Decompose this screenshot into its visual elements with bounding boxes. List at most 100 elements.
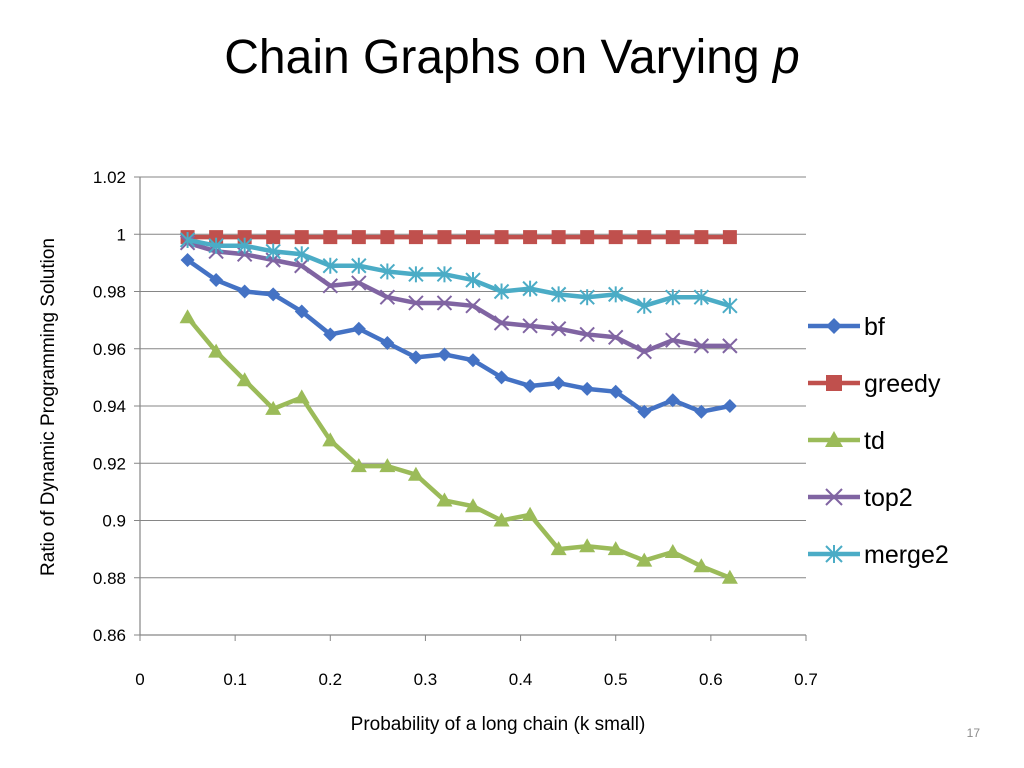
data-point-merge2 bbox=[436, 266, 453, 283]
data-point-merge2 bbox=[722, 297, 738, 314]
data-point-bf bbox=[523, 378, 538, 393]
data-point-td bbox=[265, 400, 282, 415]
marker-stroke bbox=[465, 298, 481, 314]
data-point-td bbox=[721, 569, 738, 584]
marker-stroke bbox=[294, 258, 310, 274]
data-point-greedy bbox=[351, 230, 366, 245]
legend-item-top2: top2 bbox=[808, 484, 913, 512]
data-point-merge2 bbox=[522, 280, 538, 297]
marker-stroke bbox=[550, 321, 567, 337]
legend-item-greedy: greedy bbox=[808, 370, 941, 398]
data-point-merge2 bbox=[351, 257, 367, 274]
x-tick-label: 0.1 bbox=[223, 670, 247, 689]
marker-stroke bbox=[608, 329, 624, 346]
data-point-top2 bbox=[493, 315, 510, 331]
data-point-td bbox=[407, 466, 424, 481]
series-merge2 bbox=[179, 231, 738, 314]
series-bf bbox=[180, 253, 737, 419]
y-tick-label: 1.02 bbox=[93, 168, 126, 187]
x-axis-title: Probability of a long chain (k small) bbox=[351, 714, 646, 735]
slide-title-italic: p bbox=[773, 31, 800, 84]
data-point-merge2 bbox=[208, 237, 224, 254]
data-point-bf bbox=[551, 376, 566, 391]
legend-marker bbox=[826, 375, 842, 391]
data-point-bf bbox=[580, 381, 595, 396]
data-point-greedy bbox=[637, 230, 652, 245]
data-point-bf bbox=[608, 384, 623, 399]
legend-marker bbox=[825, 545, 843, 563]
slide-number: 17 bbox=[966, 726, 980, 740]
slide-title: Chain Graphs on Varying p bbox=[0, 30, 1024, 85]
data-point-greedy bbox=[551, 230, 566, 245]
data-point-merge2 bbox=[493, 283, 510, 300]
legend-item-bf: bf bbox=[808, 313, 885, 341]
data-point-td bbox=[693, 558, 710, 573]
data-point-top2 bbox=[379, 289, 396, 305]
data-point-top2 bbox=[665, 332, 681, 348]
legend-label: top2 bbox=[864, 484, 913, 512]
data-point-bf bbox=[408, 350, 423, 365]
data-point-top2 bbox=[579, 326, 595, 343]
data-point-merge2 bbox=[665, 289, 681, 306]
data-point-merge2 bbox=[294, 246, 310, 263]
data-point-top2 bbox=[351, 275, 367, 291]
series-td bbox=[179, 309, 738, 584]
data-point-top2 bbox=[408, 295, 424, 311]
marker-stroke bbox=[665, 332, 681, 348]
data-point-merge2 bbox=[465, 272, 481, 289]
legend-item-merge2: merge2 bbox=[808, 541, 949, 569]
data-point-top2 bbox=[608, 329, 624, 346]
y-tick-label: 0.88 bbox=[93, 569, 126, 588]
data-point-td bbox=[522, 506, 539, 521]
data-point-greedy bbox=[494, 230, 509, 245]
data-point-greedy bbox=[665, 230, 680, 245]
data-point-merge2 bbox=[579, 289, 595, 306]
legend-marker bbox=[825, 488, 843, 506]
marker-stroke bbox=[579, 326, 595, 343]
data-point-td bbox=[607, 541, 624, 556]
marker-stroke bbox=[522, 318, 538, 334]
data-point-td bbox=[636, 552, 653, 567]
data-point-bf bbox=[494, 370, 509, 385]
data-point-bf bbox=[209, 273, 224, 288]
x-tick-label: 0.6 bbox=[699, 670, 723, 689]
data-point-bf bbox=[294, 304, 309, 319]
data-point-greedy bbox=[722, 230, 737, 245]
data-point-top2 bbox=[522, 318, 538, 334]
marker-stroke bbox=[351, 275, 367, 291]
data-point-bf bbox=[466, 353, 480, 368]
data-point-greedy bbox=[380, 230, 395, 245]
series-line-bf bbox=[186, 258, 731, 414]
data-point-td bbox=[550, 541, 567, 556]
y-tick-label: 1 bbox=[117, 225, 126, 244]
marker-stroke bbox=[322, 278, 338, 294]
data-point-top2 bbox=[550, 321, 567, 337]
data-point-greedy bbox=[608, 230, 623, 245]
legend-label: greedy bbox=[864, 370, 941, 398]
data-point-top2 bbox=[322, 278, 338, 294]
marker-stroke bbox=[493, 315, 510, 331]
legend-label: td bbox=[864, 427, 885, 455]
data-point-greedy bbox=[523, 230, 538, 245]
y-tick-label: 0.96 bbox=[93, 340, 126, 359]
data-point-td bbox=[436, 492, 453, 507]
x-tick-label: 0.7 bbox=[794, 670, 818, 689]
data-point-merge2 bbox=[265, 243, 281, 260]
marker-stroke bbox=[722, 338, 738, 354]
data-point-merge2 bbox=[693, 289, 710, 306]
data-point-bf bbox=[694, 404, 709, 419]
x-tick-label: 0.4 bbox=[509, 670, 533, 689]
data-point-td bbox=[664, 543, 681, 558]
data-point-greedy bbox=[237, 230, 252, 245]
data-point-greedy bbox=[408, 230, 423, 245]
series-top2 bbox=[179, 235, 738, 360]
data-point-merge2 bbox=[408, 266, 424, 283]
data-point-greedy bbox=[266, 230, 281, 245]
data-point-bf bbox=[637, 404, 652, 419]
legend-label: merge2 bbox=[864, 541, 949, 569]
data-point-merge2 bbox=[322, 257, 338, 274]
data-point-bf bbox=[266, 287, 281, 302]
slide-title-text: Chain Graphs on Varying bbox=[224, 31, 774, 84]
data-point-greedy bbox=[437, 230, 452, 245]
data-point-greedy bbox=[323, 230, 338, 245]
